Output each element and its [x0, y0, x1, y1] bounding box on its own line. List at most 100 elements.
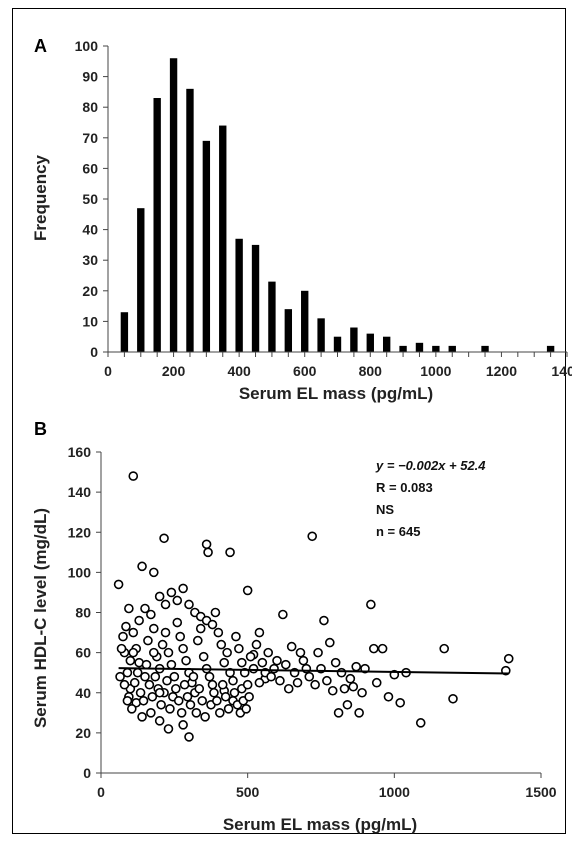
- scatter-point: [159, 533, 169, 544]
- scatter-point: [217, 679, 228, 690]
- x-axis-ticks: 0 200 400 600 800 1000 1200 1400: [104, 352, 572, 379]
- scatter-point: [128, 647, 139, 658]
- scatter-point: [269, 663, 279, 674]
- scatter-point: [415, 718, 426, 728]
- y-tick-label: 100: [68, 564, 92, 580]
- scatter-point: [251, 639, 262, 650]
- scatter-point: [248, 663, 259, 674]
- histogram-bar: [366, 333, 374, 352]
- scatter-point: [173, 695, 184, 706]
- scatter-point: [132, 667, 143, 678]
- scatter-point: [283, 683, 294, 694]
- scatter-point: [272, 655, 282, 666]
- scatter-point: [357, 687, 367, 698]
- scatter-point: [377, 643, 388, 654]
- scatter-point: [140, 603, 150, 614]
- scatter-point: [254, 677, 265, 688]
- scatter-point: [216, 639, 227, 650]
- scatter-point: [215, 708, 225, 718]
- scatter-point: [200, 712, 210, 722]
- scatter-point: [165, 703, 175, 714]
- scatter-point: [342, 699, 353, 710]
- scatter-point: [154, 687, 165, 698]
- scatter-point: [327, 685, 338, 696]
- y-tick-label: 60: [75, 645, 91, 661]
- scatter-point: [193, 635, 203, 646]
- scatter-point: [209, 687, 219, 698]
- scatter-point: [137, 561, 147, 572]
- scatter-point: [163, 724, 174, 734]
- scatter-point: [115, 671, 125, 682]
- histogram-bar: [350, 327, 358, 352]
- scatter-point: [366, 599, 376, 610]
- scatter-point: [191, 708, 202, 718]
- y-tick-label: 0: [83, 765, 91, 781]
- scatter-point: [194, 683, 205, 694]
- scatter-point: [172, 595, 183, 606]
- scatter-point: [140, 671, 150, 682]
- scatter-point: [178, 583, 188, 594]
- y-tick-label: 100: [75, 38, 99, 54]
- scatter-point: [160, 627, 171, 638]
- x-tick-label: 1500: [525, 784, 556, 800]
- correlation-r: R = 0.083: [376, 480, 433, 495]
- scatter-point: [371, 677, 382, 688]
- scatter-point: [336, 667, 347, 678]
- scatter-point: [219, 657, 229, 668]
- y-tick-label: 0: [90, 344, 98, 360]
- scatter-point: [171, 683, 181, 694]
- scatter-point: [222, 647, 232, 658]
- scatter-point: [188, 671, 199, 682]
- histogram-bar: [153, 98, 161, 353]
- y-axis-ticks: 0 10 20 30 40 50 60 70 80 90 100: [75, 38, 108, 360]
- scatter-point: [257, 657, 268, 668]
- x-tick-label: 0: [104, 363, 112, 379]
- scatter-point: [203, 547, 213, 558]
- scatter-point: [184, 732, 194, 742]
- histogram-bar: [317, 318, 325, 352]
- x-axis-ticks: 0 500 1000 1500: [97, 773, 557, 800]
- histogram-bar: [333, 336, 342, 352]
- scatter-point: [448, 693, 458, 704]
- scatter-point: [179, 679, 190, 690]
- scatter-point: [213, 627, 224, 638]
- scatter-point: [146, 609, 156, 620]
- scatter-point: [121, 621, 131, 632]
- scatter-point: [439, 643, 450, 654]
- scatter-point: [157, 639, 168, 650]
- scatter-point: [138, 695, 149, 706]
- histogram-bars: [120, 58, 555, 353]
- figure-frame: [12, 8, 566, 834]
- scatter-point: [229, 687, 240, 698]
- scatter-point: [162, 675, 172, 686]
- histogram-bar: [169, 58, 178, 353]
- scatter-point: [176, 708, 187, 718]
- scatter-point: [295, 647, 306, 658]
- scatter-point: [154, 591, 165, 602]
- histogram-bar: [202, 140, 211, 352]
- scatter-point: [128, 471, 139, 481]
- scatter-point: [368, 643, 379, 654]
- scatter-point: [280, 659, 291, 670]
- histogram-bar: [284, 309, 293, 352]
- scatter-point: [292, 677, 303, 688]
- scatter-point: [178, 643, 188, 654]
- x-tick-label: 0: [97, 784, 105, 800]
- scatter-point: [351, 661, 362, 672]
- scatter-point: [263, 647, 274, 658]
- scatter-point: [160, 599, 171, 610]
- scatter-point: [201, 539, 212, 550]
- x-tick-label: 800: [359, 363, 383, 379]
- y-axis-ticks: 0 20 40 60 80 100 120 140 160: [68, 444, 101, 781]
- scatter-point: [122, 695, 133, 706]
- scatter-point: [178, 720, 188, 730]
- x-axis-title: Serum EL mass (pg/mL): [223, 815, 417, 834]
- scatter-point: [118, 631, 128, 642]
- scatter-point: [144, 679, 155, 690]
- scatter-point: [330, 657, 341, 668]
- y-tick-label: 160: [68, 444, 92, 460]
- y-tick-label: 40: [82, 222, 98, 238]
- scatter-point: [322, 675, 332, 686]
- scatter-point: [319, 615, 329, 626]
- scatter-point: [503, 653, 514, 664]
